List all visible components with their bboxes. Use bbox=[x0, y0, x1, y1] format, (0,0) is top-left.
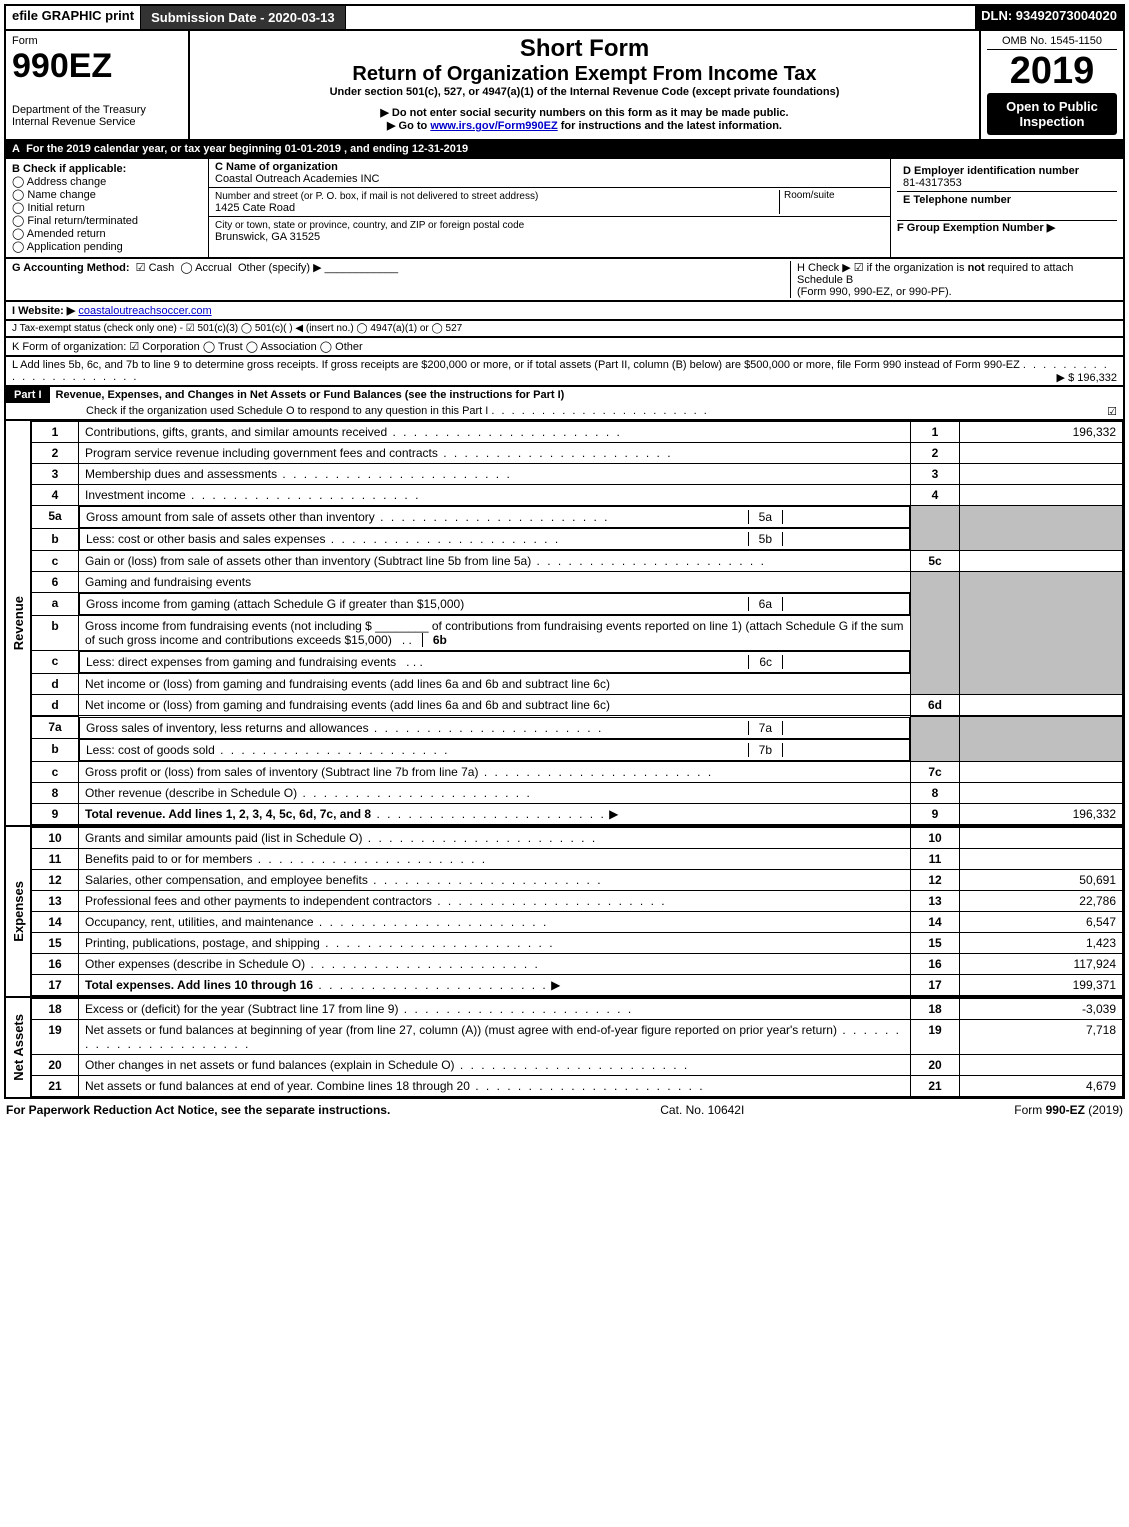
line-j: J Tax-exempt status (check only one) - ☑… bbox=[4, 321, 1125, 338]
box-c: C Name of organization Coastal Outreach … bbox=[209, 159, 890, 257]
part1-check-text: Check if the organization used Schedule … bbox=[86, 405, 488, 417]
page-footer: For Paperwork Reduction Act Notice, see … bbox=[4, 1099, 1125, 1121]
submission-date: Submission Date - 2020-03-13 bbox=[141, 6, 346, 29]
org-name-label: C Name of organization bbox=[215, 161, 338, 173]
box-def: D Employer identification number 81-4317… bbox=[890, 159, 1123, 257]
pra-notice: For Paperwork Reduction Act Notice, see … bbox=[6, 1103, 390, 1117]
accounting-method-label: G Accounting Method: bbox=[12, 262, 130, 274]
chk-cash[interactable]: ☑ Cash bbox=[136, 262, 175, 274]
expenses-section: Expenses 10Grants and similar amounts pa… bbox=[4, 827, 1125, 998]
ssn-warning: ▶ Do not enter social security numbers o… bbox=[196, 106, 973, 119]
efile-label[interactable]: efile GRAPHIC print bbox=[6, 6, 141, 29]
omb-number: OMB No. 1545-1150 bbox=[987, 35, 1117, 50]
top-bar: efile GRAPHIC print Submission Date - 20… bbox=[4, 4, 1125, 31]
open-to-public: Open to Public Inspection bbox=[987, 93, 1117, 135]
city-state-zip: Brunswick, GA 31525 bbox=[215, 231, 320, 243]
short-form-title: Short Form bbox=[196, 35, 973, 63]
box-b: B Check if applicable: ◯ Address change … bbox=[6, 159, 209, 257]
catalog-number: Cat. No. 10642I bbox=[660, 1103, 744, 1117]
ein-label: D Employer identification number bbox=[903, 165, 1079, 177]
line-k: K Form of organization: ☑ Corporation ◯ … bbox=[4, 338, 1125, 357]
org-name: Coastal Outreach Academies INC bbox=[215, 173, 379, 185]
entity-block: B Check if applicable: ◯ Address change … bbox=[4, 159, 1125, 259]
netassets-section: Net Assets 18Excess or (deficit) for the… bbox=[4, 998, 1125, 1099]
line-a-period: A For the 2019 calendar year, or tax yea… bbox=[4, 141, 1125, 159]
part1-label: Part I bbox=[6, 387, 50, 403]
goto-line: ▶ Go to www.irs.gov/Form990EZ for instru… bbox=[196, 119, 973, 132]
line-i: I Website: ▶ coastaloutreachsoccer.com bbox=[4, 302, 1125, 321]
part1-title: Revenue, Expenses, and Changes in Net As… bbox=[50, 387, 571, 403]
chk-amended-return[interactable]: ◯ Amended return bbox=[12, 228, 106, 240]
part1-header: Part I Revenue, Expenses, and Changes in… bbox=[4, 387, 1125, 421]
under-section: Under section 501(c), 527, or 4947(a)(1)… bbox=[196, 86, 973, 98]
group-exemption-label: F Group Exemption Number ▶ bbox=[897, 222, 1055, 234]
chk-application-pending[interactable]: ◯ Application pending bbox=[12, 241, 123, 253]
ein-value: 81-4317353 bbox=[903, 177, 962, 189]
revenue-side-label: Revenue bbox=[11, 596, 26, 650]
website-label: I Website: ▶ bbox=[12, 305, 75, 317]
chk-name-change[interactable]: ◯ Name change bbox=[12, 189, 96, 201]
chk-initial-return[interactable]: ◯ Initial return bbox=[12, 202, 85, 214]
room-suite-label: Room/suite bbox=[779, 190, 884, 214]
phone-label: E Telephone number bbox=[903, 194, 1011, 206]
tax-year: 2019 bbox=[987, 50, 1117, 93]
chk-address-change[interactable]: ◯ Address change bbox=[12, 176, 106, 188]
website-link[interactable]: coastaloutreachsoccer.com bbox=[78, 305, 211, 317]
revenue-table: 1Contributions, gifts, grants, and simil… bbox=[31, 421, 1123, 716]
revenue-table-2: 7aGross sales of inventory, less returns… bbox=[31, 716, 1123, 825]
expenses-table: 10Grants and similar amounts paid (list … bbox=[31, 827, 1123, 996]
chk-accrual[interactable]: ◯ Accrual bbox=[180, 262, 231, 274]
chk-other-method[interactable]: Other (specify) ▶ bbox=[238, 262, 322, 274]
dln-label: DLN: 93492073004020 bbox=[975, 6, 1123, 29]
line-h: H Check ▶ ☑ if the organization is not r… bbox=[790, 261, 1117, 298]
netassets-table: 18Excess or (deficit) for the year (Subt… bbox=[31, 998, 1123, 1097]
gross-receipts-amount: ▶ $ 196,332 bbox=[1057, 371, 1117, 384]
form-header: Form 990EZ Department of the Treasury In… bbox=[4, 31, 1125, 141]
expenses-side-label: Expenses bbox=[11, 881, 26, 942]
part1-checked-icon[interactable]: ☑ bbox=[1107, 405, 1117, 418]
line-g-h: G Accounting Method: ☑ Cash ◯ Accrual Ot… bbox=[4, 259, 1125, 302]
revenue-section: Revenue 1Contributions, gifts, grants, a… bbox=[4, 421, 1125, 827]
street-address: 1425 Cate Road bbox=[215, 202, 295, 214]
form-number: 990EZ bbox=[12, 47, 182, 86]
addr-label: Number and street (or P. O. box, if mail… bbox=[215, 191, 538, 202]
dept-label: Department of the Treasury bbox=[12, 104, 182, 116]
chk-final-return[interactable]: ◯ Final return/terminated bbox=[12, 215, 138, 227]
line-l: L Add lines 5b, 6c, and 7b to line 9 to … bbox=[4, 357, 1125, 387]
form-ref: Form 990-EZ (2019) bbox=[1014, 1103, 1123, 1117]
irs-label: Internal Revenue Service bbox=[12, 116, 182, 128]
goto-link[interactable]: www.irs.gov/Form990EZ bbox=[430, 120, 557, 132]
city-label: City or town, state or province, country… bbox=[215, 220, 524, 231]
netassets-side-label: Net Assets bbox=[11, 1014, 26, 1081]
return-title: Return of Organization Exempt From Incom… bbox=[196, 63, 973, 86]
form-word: Form bbox=[12, 35, 182, 47]
